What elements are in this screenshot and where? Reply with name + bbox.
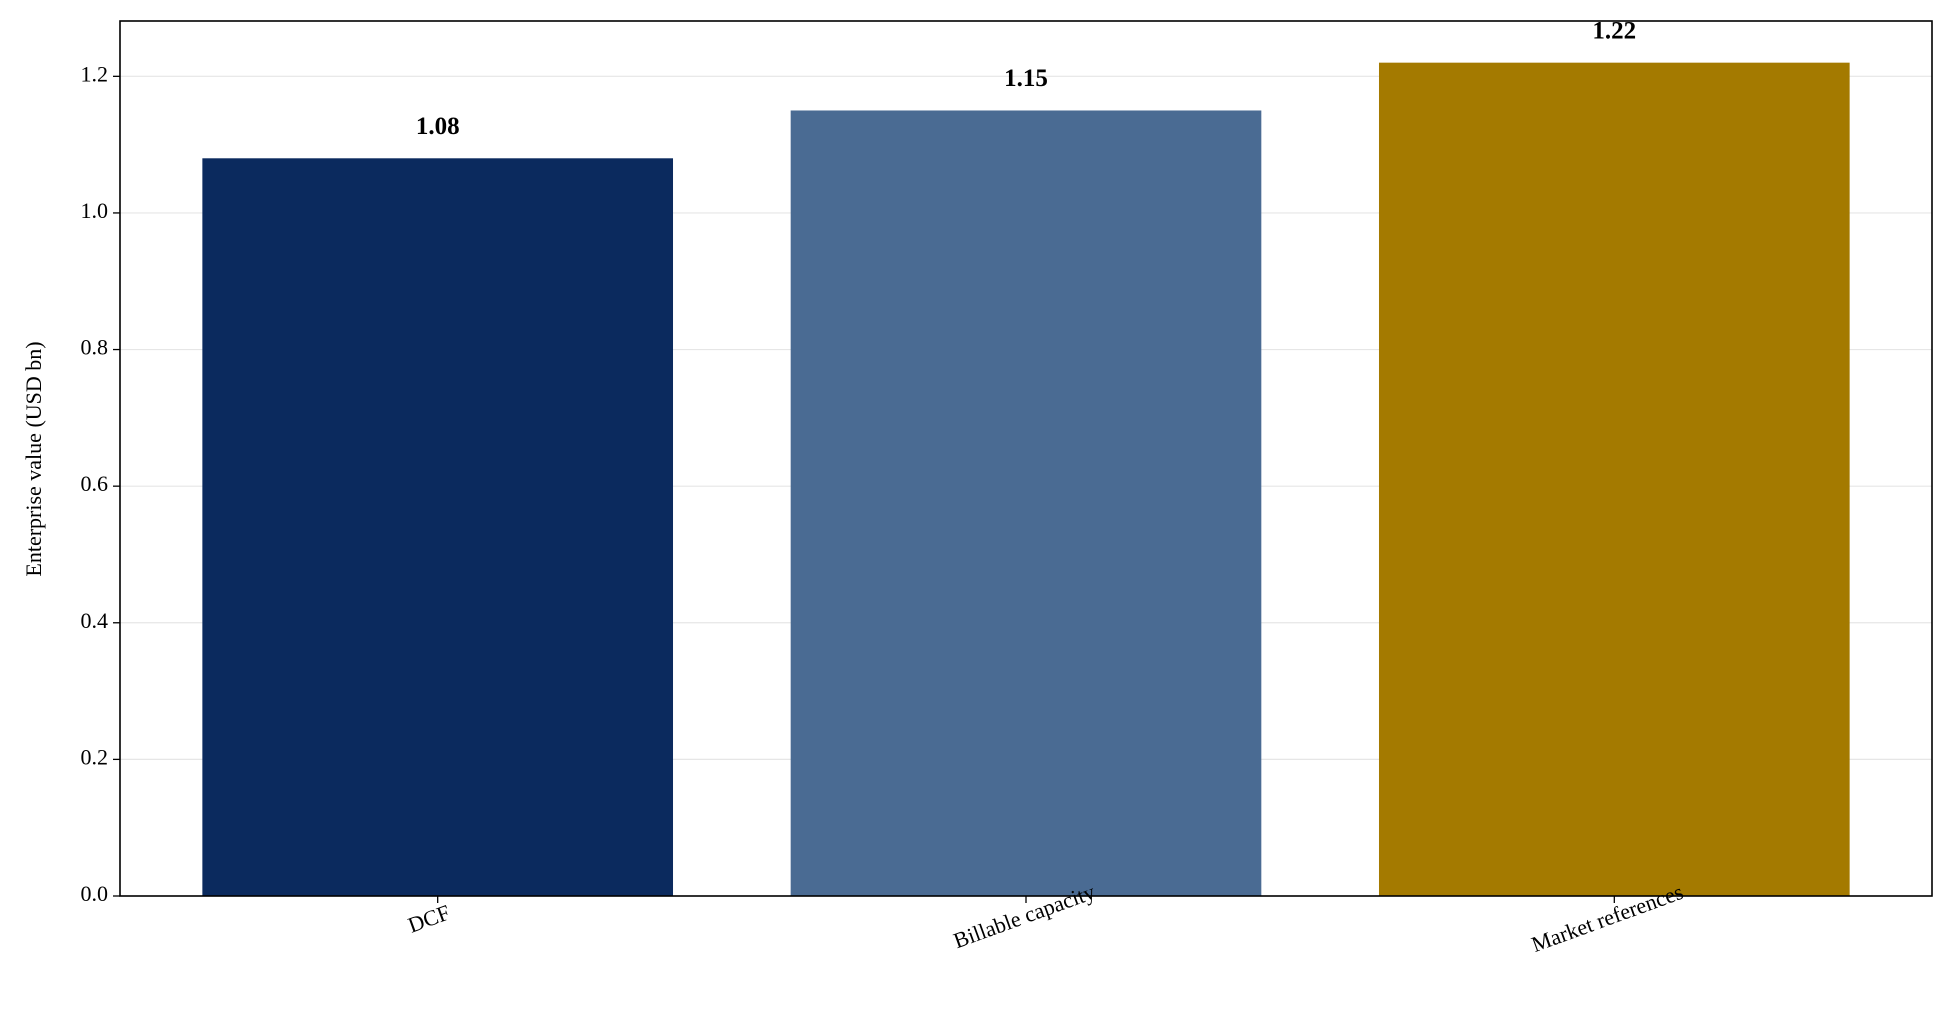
bar (1378, 62, 1850, 896)
value-label: 1.15 (1004, 65, 1048, 92)
y-axis-label: Enterprise value (USD bn) (21, 341, 46, 576)
value-label: 1.22 (1592, 17, 1636, 44)
y-tick-label: 0.8 (81, 335, 109, 360)
y-tick-label: 0.2 (81, 744, 109, 769)
x-tick-label: DCF (404, 900, 453, 938)
plot-frame (119, 20, 1933, 897)
y-tick-label: 1.2 (81, 61, 109, 86)
y-tick-label: 0.6 (81, 471, 109, 496)
y-tick-label: 0.4 (81, 608, 109, 633)
value-label: 1.08 (416, 113, 460, 140)
bar (790, 110, 1262, 896)
bar (202, 158, 674, 897)
y-tick-label: 1.0 (81, 198, 109, 223)
y-tick-label: 0.0 (81, 881, 109, 906)
